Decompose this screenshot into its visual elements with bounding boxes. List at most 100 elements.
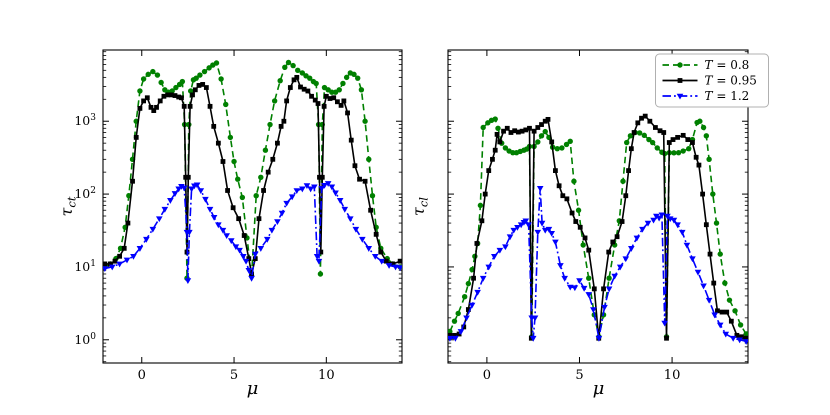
marker-square bbox=[523, 127, 529, 133]
legend-label: T = 1.2 bbox=[705, 89, 750, 103]
marker-square bbox=[265, 169, 271, 175]
marker-square bbox=[348, 137, 354, 143]
legend-marker-triangle-down bbox=[676, 93, 684, 100]
marker-triangle-down bbox=[232, 244, 240, 251]
marker-triangle-down bbox=[678, 229, 686, 236]
marker-triangle-down bbox=[622, 256, 630, 263]
marker-circle bbox=[362, 118, 368, 124]
marker-triangle-down bbox=[175, 186, 182, 193]
marker-circle bbox=[641, 132, 647, 139]
marker-square bbox=[378, 249, 384, 255]
marker-square bbox=[294, 74, 300, 80]
marker-square bbox=[103, 261, 108, 267]
marker-circle bbox=[307, 75, 313, 81]
marker-circle bbox=[606, 275, 612, 281]
marker-triangle-down bbox=[705, 297, 713, 304]
marker-triangle-down bbox=[161, 206, 169, 213]
marker-circle bbox=[465, 280, 472, 287]
series-T1.2 bbox=[448, 186, 748, 345]
marker-square bbox=[639, 115, 644, 121]
panel-right: 0 5 10 τcl T = 0.8 T = 0.95T = 1.2 bbox=[409, 49, 769, 383]
marker-square bbox=[539, 122, 544, 127]
marker-circle bbox=[700, 124, 707, 131]
marker-circle bbox=[355, 75, 361, 81]
marker-triangle-down bbox=[293, 188, 301, 194]
marker-triangle-down bbox=[479, 275, 487, 282]
marker-square bbox=[642, 113, 648, 119]
marker-triangle-down bbox=[197, 188, 205, 194]
marker-circle bbox=[535, 139, 541, 145]
marker-triangle-down bbox=[525, 222, 532, 229]
marker-square bbox=[456, 331, 462, 337]
marker-circle bbox=[717, 251, 723, 257]
marker-square bbox=[331, 95, 337, 101]
marker-triangle-down bbox=[722, 331, 730, 338]
marker-triangle-down bbox=[548, 230, 556, 237]
marker-square bbox=[318, 249, 324, 255]
marker-triangle-down bbox=[324, 181, 332, 187]
marker-triangle-down bbox=[448, 335, 454, 342]
marker-triangle-down bbox=[541, 227, 549, 234]
legend-marker-circle bbox=[677, 62, 683, 68]
marker-square bbox=[728, 318, 734, 324]
marker-triangle-down bbox=[352, 226, 360, 233]
marker-triangle-down bbox=[700, 283, 707, 290]
marker-square bbox=[666, 140, 672, 145]
marker-triangle-down bbox=[215, 222, 222, 229]
marker-triangle-down bbox=[263, 236, 271, 243]
marker-circle bbox=[554, 145, 560, 152]
marker-square bbox=[179, 95, 184, 101]
marker-square bbox=[715, 308, 720, 314]
marker-square bbox=[246, 256, 252, 262]
marker-square bbox=[133, 134, 139, 140]
marker-square bbox=[461, 324, 467, 330]
marker-square bbox=[317, 174, 322, 180]
marker-circle bbox=[469, 266, 475, 273]
marker-square bbox=[465, 307, 471, 312]
marker-triangle-down bbox=[155, 216, 163, 223]
marker-triangle-down bbox=[245, 267, 253, 274]
marker-square bbox=[112, 258, 118, 264]
marker-square bbox=[512, 128, 518, 134]
marker-square bbox=[144, 95, 150, 101]
marker-square bbox=[207, 103, 213, 109]
marker-triangle-down bbox=[278, 210, 286, 217]
marker-triangle-down bbox=[313, 253, 321, 260]
marker-triangle-down bbox=[268, 227, 276, 234]
x-axis-label-left: μ bbox=[246, 378, 259, 399]
marker-triangle-down bbox=[510, 227, 518, 234]
marker-circle bbox=[680, 148, 686, 154]
marker-circle bbox=[710, 191, 716, 197]
marker-circle bbox=[620, 178, 626, 184]
y-tick-label: 101 bbox=[74, 259, 96, 274]
marker-square bbox=[614, 234, 620, 240]
marker-square bbox=[553, 168, 558, 174]
marker-circle bbox=[231, 158, 237, 165]
series-T0.95 bbox=[448, 113, 748, 341]
marker-square bbox=[185, 174, 191, 180]
marker-triangle-down bbox=[531, 315, 539, 322]
marker-square bbox=[305, 88, 311, 94]
marker-triangle-down bbox=[452, 335, 459, 342]
marker-triangle-down bbox=[184, 278, 192, 285]
marker-square bbox=[448, 332, 453, 338]
legend-item-0: T = 0.8 bbox=[662, 58, 749, 72]
marker-triangle-down bbox=[650, 217, 657, 224]
marker-square bbox=[573, 219, 579, 224]
marker-circle bbox=[154, 72, 161, 78]
axes-spines bbox=[102, 49, 403, 364]
marker-circle bbox=[299, 70, 306, 76]
marker-square bbox=[497, 139, 503, 145]
marker-square bbox=[278, 123, 284, 129]
marker-circle bbox=[686, 145, 692, 152]
marker-triangle-down bbox=[136, 246, 144, 252]
marker-square bbox=[482, 191, 488, 197]
marker-circle bbox=[571, 178, 577, 184]
marker-circle bbox=[580, 242, 586, 248]
marker-circle bbox=[277, 78, 283, 84]
marker-triangle-down bbox=[661, 320, 668, 327]
marker-triangle-down bbox=[206, 206, 214, 213]
marker-circle bbox=[179, 78, 186, 85]
marker-triangle-down bbox=[566, 284, 574, 291]
marker-square bbox=[527, 125, 532, 131]
